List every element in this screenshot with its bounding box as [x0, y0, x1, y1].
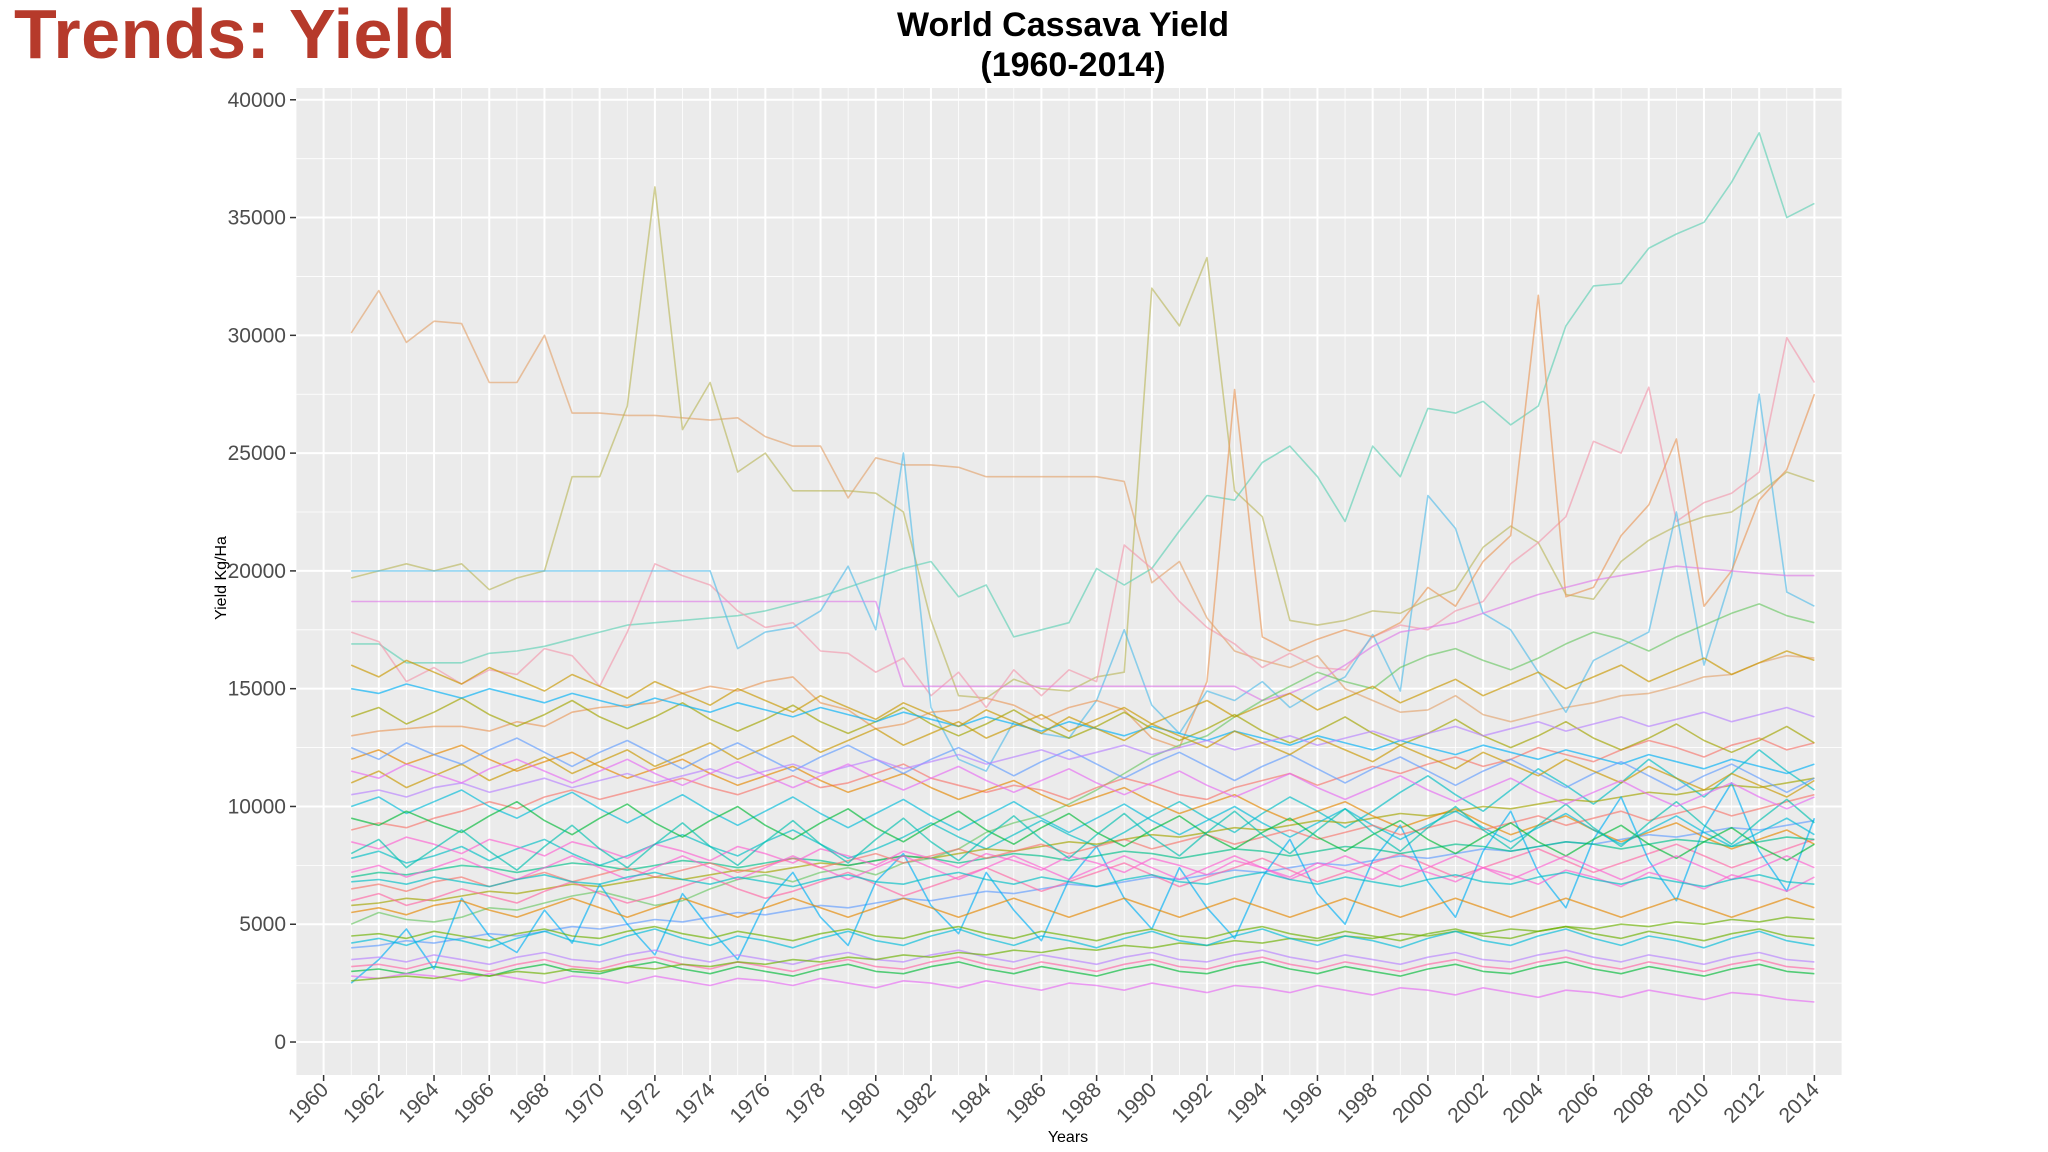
series-line-5: [351, 393, 1815, 772]
y-tick-label: 35000: [228, 207, 286, 230]
series-line-11: [351, 777, 1815, 907]
series-line-6: [351, 294, 1816, 749]
x-tick-label: 1980: [836, 1078, 885, 1127]
x-tick-label: 1982: [891, 1078, 940, 1127]
y-tick-label: 20000: [228, 560, 286, 583]
series-line-20: [351, 836, 1815, 893]
y-tick-label: 5000: [239, 913, 286, 936]
series-line-36: [351, 916, 1815, 982]
series-line-29: [350, 737, 1815, 794]
series-line-16: [350, 782, 1816, 984]
x-tick-label: 1974: [670, 1078, 720, 1128]
series-line-27: [351, 800, 1815, 862]
y-tick-label: 0: [274, 1031, 286, 1054]
series-line-3: [351, 132, 1815, 664]
series-layer: [350, 132, 1816, 1003]
series-line-28: [351, 956, 1815, 973]
y-tick-label: 15000: [228, 678, 286, 701]
x-tick-label: 1962: [339, 1078, 388, 1127]
x-tick-label: 1964: [394, 1078, 444, 1128]
x-axis: 1960 1962 1964 1966 1968 1970 1972 1974 1976 1978…: [284, 1075, 1824, 1128]
x-tick-label: 1966: [449, 1078, 498, 1127]
y-tick-label: 40000: [228, 89, 286, 112]
series-line-32: [351, 706, 1815, 798]
x-tick-label: 1970: [560, 1078, 609, 1127]
series-line-38: [351, 928, 1815, 949]
series-line-24: [351, 793, 1815, 893]
y-tick-label: 25000: [228, 442, 286, 465]
x-tick-label: 2006: [1554, 1078, 1603, 1127]
x-tick-label: 1994: [1222, 1078, 1272, 1128]
series-line-34: [351, 855, 1815, 881]
x-tick-label: 1978: [781, 1078, 830, 1127]
series-line-7: [351, 565, 1815, 702]
minor-gridlines: [295, 88, 1843, 1075]
x-tick-label: 1986: [1002, 1078, 1051, 1127]
x-tick-label: 2002: [1443, 1078, 1492, 1127]
x-tick-label: 1960: [284, 1078, 333, 1127]
y-axis: 0 5000 10000 15000 20000 25000 30000 35000 40000: [228, 89, 296, 1054]
series-line-14: [351, 838, 1815, 907]
x-tick-label: 1972: [615, 1078, 664, 1127]
x-tick-label: 1992: [1167, 1078, 1216, 1127]
series-line-17: [351, 949, 1815, 966]
y-axis-label: Yield Kg/Ha: [213, 536, 230, 620]
y-tick-label: 30000: [228, 324, 286, 347]
series-line-1: [350, 289, 1815, 723]
series-line-31: [350, 798, 1815, 871]
x-tick-label: 1998: [1333, 1078, 1382, 1127]
y-tick-label: 10000: [228, 795, 286, 818]
slide-heading: Trends: Yield: [14, 0, 457, 73]
x-tick-label: 1988: [1057, 1078, 1106, 1127]
series-line-22: [350, 789, 1815, 848]
series-line-10: [351, 749, 1815, 867]
series-line-4: [350, 336, 1816, 709]
series-line-35: [351, 871, 1815, 888]
chart-title-line-2: (1960-2014): [980, 46, 1165, 84]
x-tick-label: 2010: [1664, 1078, 1713, 1127]
series-line-30: [351, 897, 1815, 919]
series-line-33: [350, 659, 1815, 798]
x-tick-label: 2014: [1775, 1078, 1825, 1128]
x-tick-label: 1968: [505, 1078, 554, 1127]
x-tick-label: 2008: [1609, 1078, 1658, 1127]
series-line-37: [351, 758, 1815, 810]
series-line-13: [351, 961, 1815, 977]
major-gridlines: [296, 88, 1842, 1075]
x-tick-label: 1984: [946, 1078, 996, 1128]
series-line-26: [351, 683, 1815, 775]
x-tick-label: 2000: [1388, 1078, 1437, 1127]
series-line-23: [351, 972, 1815, 1003]
x-axis-label: Years: [1048, 1129, 1088, 1146]
x-tick-label: 2012: [1719, 1078, 1768, 1127]
series-line-25: [350, 697, 1815, 754]
series-line-9: [351, 737, 1815, 831]
chart-title-line-1: World Cassava Yield: [897, 6, 1229, 44]
x-tick-label: 1976: [726, 1078, 775, 1127]
x-tick-label: 2004: [1499, 1078, 1549, 1128]
x-tick-label: 1996: [1278, 1078, 1327, 1127]
x-tick-label: 1990: [1112, 1078, 1161, 1127]
